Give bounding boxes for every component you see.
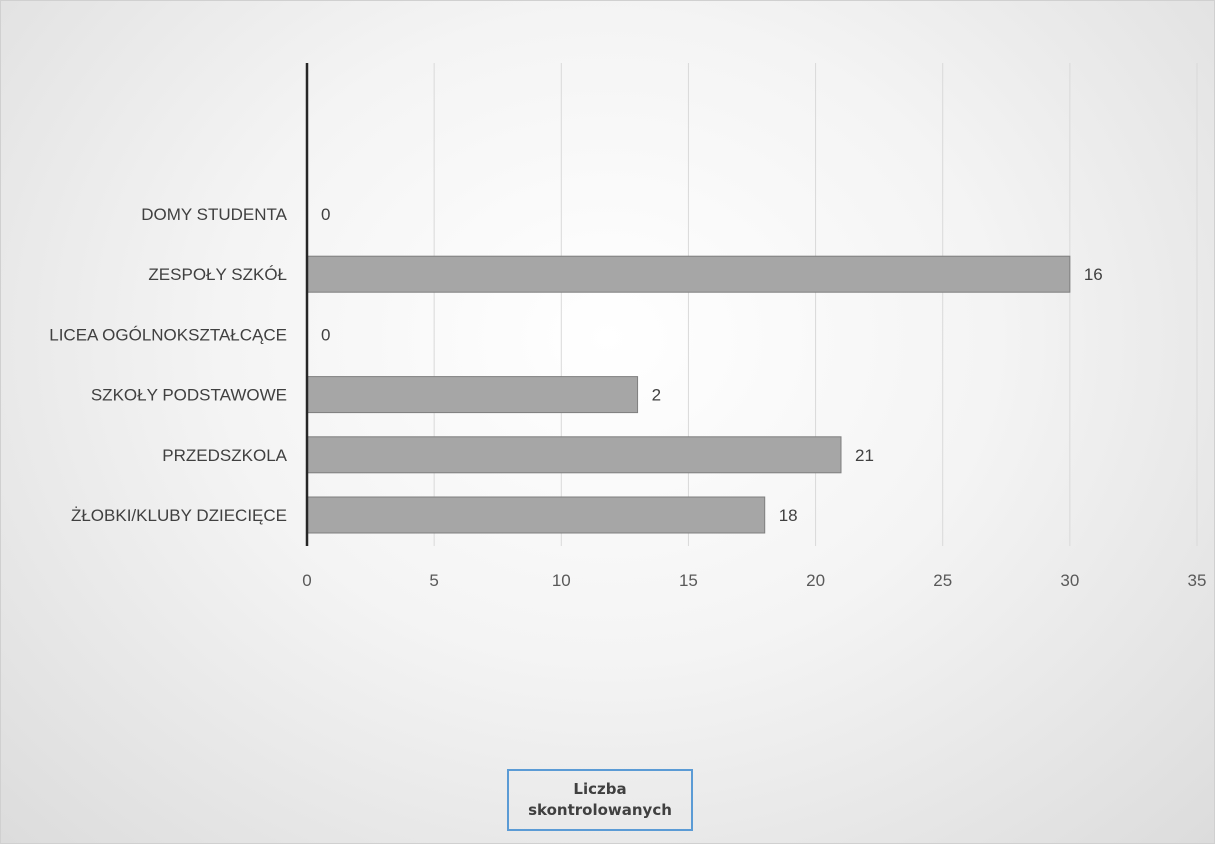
data-label: 2 xyxy=(652,386,661,405)
x-tick-label: 10 xyxy=(552,571,571,590)
legend: Liczba skontrolowanych xyxy=(507,769,693,831)
category-label: DOMY STUDENTA xyxy=(141,205,287,224)
category-label: LICEA OGÓLNOKSZTAŁCĄCE xyxy=(49,325,287,344)
x-tick-label: 25 xyxy=(933,571,952,590)
x-tick-label: 35 xyxy=(1188,571,1207,590)
x-tick-label: 15 xyxy=(679,571,698,590)
x-tick-label: 30 xyxy=(1060,571,1079,590)
data-label: 16 xyxy=(1084,265,1103,284)
bar xyxy=(306,255,1071,293)
data-label: 21 xyxy=(855,446,874,465)
legend-label: Liczba skontrolowanych xyxy=(528,780,672,819)
category-label: PRZEDSZKOLA xyxy=(162,446,287,465)
bar xyxy=(306,496,766,534)
data-label: 18 xyxy=(779,506,798,525)
x-tick-label: 0 xyxy=(302,571,311,590)
data-label: 0 xyxy=(321,325,330,344)
x-tick-label: 20 xyxy=(806,571,825,590)
bar xyxy=(306,376,639,414)
gridlines xyxy=(433,63,1198,546)
bars xyxy=(306,255,1071,534)
bar xyxy=(306,436,842,474)
category-label: ŻŁOBKI/KLUBY DZIECIĘCE xyxy=(71,506,287,525)
category-label: SZKOŁY PODSTAWOWE xyxy=(91,386,287,405)
data-label: 0 xyxy=(321,205,330,224)
x-tick-label: 5 xyxy=(429,571,438,590)
category-label: ZESPOŁY SZKÓŁ xyxy=(148,265,287,284)
